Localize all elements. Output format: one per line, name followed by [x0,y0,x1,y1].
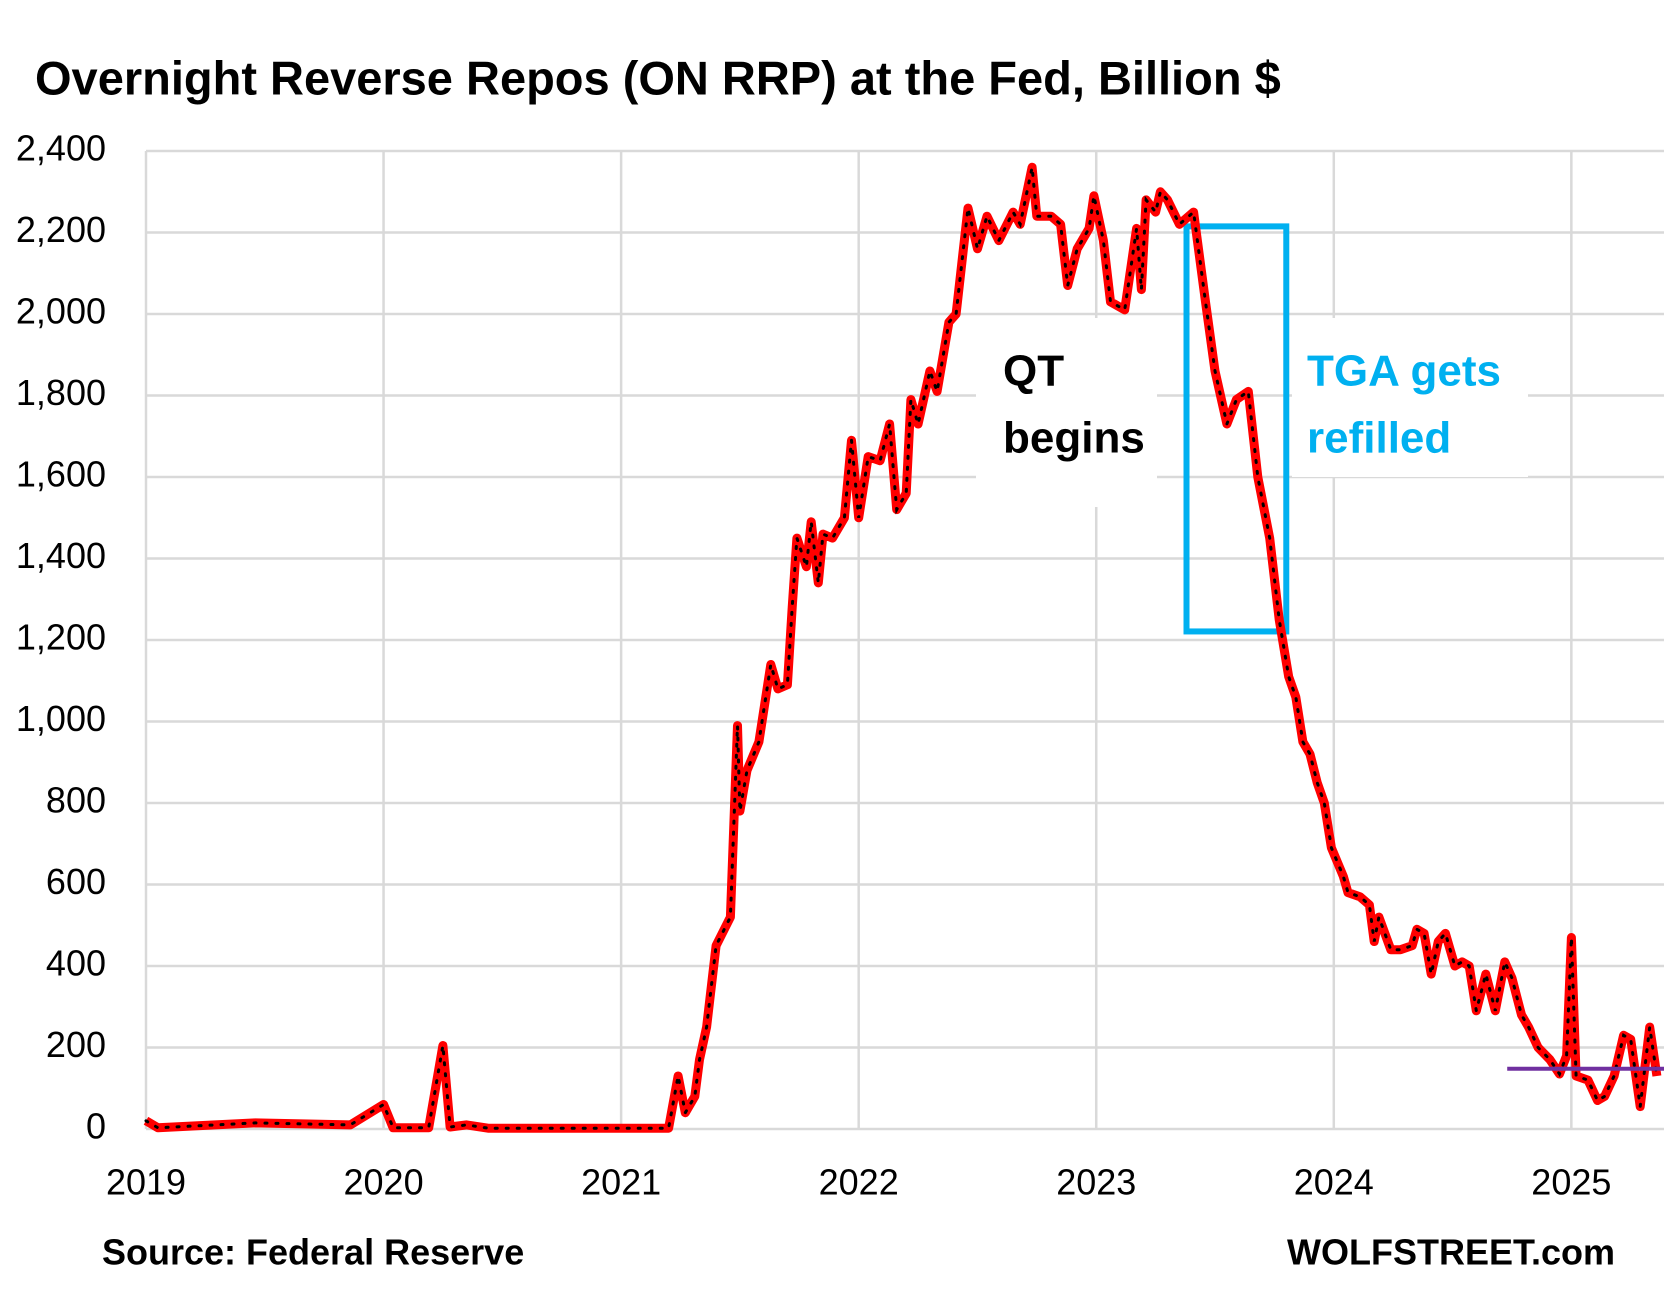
y-tick-label: 800 [46,780,106,821]
marks [143,162,1664,1133]
annotation: QT [1003,347,1064,396]
y-tick-label: 1,200 [16,617,106,658]
x-tick-label: 2025 [1531,1162,1611,1203]
y-tick-label: 1,800 [16,372,106,413]
x-tick-label: 2024 [1294,1162,1374,1203]
y-tick-label: 1,600 [16,454,106,495]
annotation-backing [1292,318,1528,477]
x-tick-label: 2021 [581,1162,661,1203]
x-tick-label: 2019 [106,1162,186,1203]
source: Source: Federal Reserve [102,1232,524,1273]
annotations: QT begins TGA gets refilled [976,318,1528,507]
annotation: begins [1003,414,1145,463]
highlight-box [1183,223,1290,635]
y-tick-label: 2,200 [16,209,106,250]
annotation: refilled [1307,414,1451,463]
y-tick-label: 1,400 [16,535,106,576]
grid: 0 200 400 600 800 1,000 1,200 1,400 1,600 1,800 2,… [16,128,1664,1203]
y-tick-label: 400 [46,943,106,984]
x-tick-label: 2023 [1056,1162,1136,1203]
x-tick-label: 2022 [819,1162,899,1203]
y-tick-label: 200 [46,1024,106,1065]
y-tick-label: 2,000 [16,291,106,332]
y-tick-label: 600 [46,861,106,902]
y-tick-label: 2,400 [16,128,106,169]
y-tick-label: 1,000 [16,698,106,739]
annotation-backing [976,318,1157,507]
x-tick-label: 2020 [344,1162,424,1203]
series-line-dots [144,166,1659,1130]
y-tick-label: 0 [86,1106,106,1147]
credit: WOLFSTREET.com [1287,1232,1615,1273]
chart-title: Overnight Reverse Repos (ON RRP) at the … [35,51,1281,104]
annotation: TGA gets [1307,347,1501,396]
